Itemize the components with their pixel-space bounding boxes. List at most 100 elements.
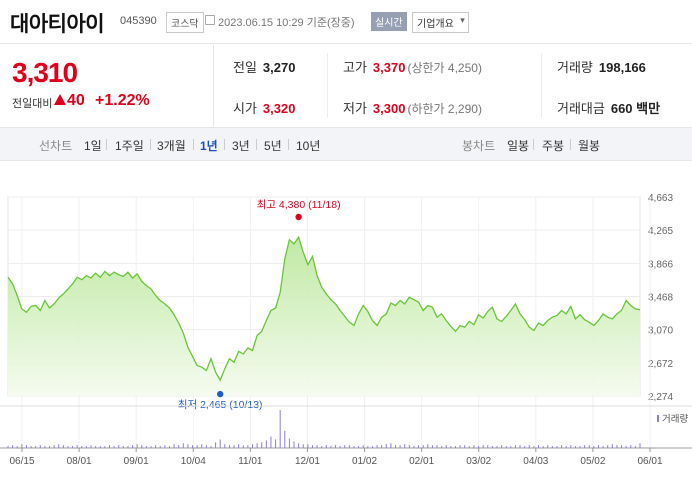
volume-bar (510, 446, 512, 448)
volume-bar (616, 445, 618, 448)
stat-high: 고가 3,370 (상한가 4,250) (343, 60, 482, 75)
divider (570, 139, 571, 150)
volume-bar (556, 446, 558, 448)
volume-bar (219, 439, 221, 448)
tab-3month[interactable]: 3개월 (157, 139, 186, 153)
volume-bar (542, 446, 544, 448)
volume-bar (445, 445, 447, 448)
tab-10year[interactable]: 10년 (296, 139, 321, 153)
volume-bar (362, 445, 364, 448)
volume-bar (155, 445, 157, 448)
volume-bar (21, 444, 23, 448)
volume-bar (173, 444, 175, 448)
high-annotation: 최고 4,380 (11/18) (257, 199, 341, 211)
stock-name: 대아티아이 (10, 13, 105, 36)
volume-bar (132, 445, 134, 448)
volume-bar (108, 445, 110, 448)
volume-bar (487, 445, 489, 448)
stat-amount: 거래대금 660 백만 (557, 101, 661, 116)
stat-open: 시가 3,320 (233, 101, 296, 116)
volume-bar (192, 445, 194, 448)
volume-bar (275, 439, 277, 448)
company-info-dropdown[interactable]: 기업개요 ▾ (412, 12, 469, 33)
volume-bar (215, 442, 217, 448)
volume-bar (395, 445, 397, 448)
volume-bar (30, 446, 32, 448)
change-percent: +1.22% (95, 92, 150, 109)
volume-bar (574, 446, 576, 448)
divider (193, 139, 194, 150)
stat-low: 저가 3,300 (하한가 2,290) (343, 101, 482, 116)
volume-bar (371, 446, 373, 448)
tab-1year[interactable]: 1년 (200, 139, 218, 153)
candle-chart-label: 봉차트 (462, 139, 496, 153)
tab-daily-candle[interactable]: 일봉 (507, 139, 530, 153)
realtime-button[interactable]: 실시간 (371, 12, 407, 31)
volume-bar (611, 444, 613, 448)
volume-bar (127, 446, 129, 448)
x-tick-label: 04/03 (523, 456, 548, 467)
y-tick-label: 3,468 (648, 293, 673, 304)
volume-bar (588, 445, 590, 448)
volume-bar (298, 443, 300, 448)
volume-bar (316, 445, 318, 448)
tab-5year[interactable]: 5년 (264, 139, 282, 153)
volume-bar (113, 446, 115, 448)
x-tick-label: 02/01 (409, 456, 434, 467)
volume-bar (597, 445, 599, 448)
volume-bar (321, 446, 323, 448)
volume-bar (330, 446, 332, 448)
x-tick-label: 03/02 (466, 456, 491, 467)
price-chart[interactable]: 4,663 4,265 3,866 3,468 3,070 2,672 2,274 06/15… (0, 161, 692, 484)
tab-1day[interactable]: 1일 (84, 139, 102, 153)
volume-bar (201, 444, 203, 448)
x-tick-label: 10/04 (181, 456, 206, 467)
volume-bar (478, 446, 480, 448)
x-tick-label: 06/01 (637, 456, 662, 467)
change-amount: 40 (67, 92, 85, 109)
tab-weekly-candle[interactable]: 주봉 (542, 139, 565, 153)
divider (327, 53, 328, 118)
volume-bar (427, 444, 429, 448)
volume-bar (122, 446, 124, 448)
stat-volume: 거래량 198,166 (557, 60, 646, 75)
current-price: 3,310 (12, 57, 78, 88)
divider (106, 139, 107, 150)
volume-bar (505, 446, 507, 448)
tab-monthly-candle[interactable]: 월봉 (578, 139, 601, 153)
tab-1week[interactable]: 1주일 (115, 139, 144, 153)
volume-bar (168, 446, 170, 448)
y-tick-label: 3,866 (648, 259, 673, 270)
volume-bar (118, 445, 120, 448)
volume-bar (565, 446, 567, 448)
chart-period-tabs: 선차트 1일 1주일 3개월 1년 3년 5년 10년 봉차트 일봉 주봉 월봉 (0, 127, 692, 161)
volume-bar (524, 446, 526, 448)
volume-bar (205, 445, 207, 448)
volume-legend-icon (657, 415, 659, 422)
volume-bar (441, 446, 443, 448)
datetime-value: 2023.06.15 10:29 (218, 17, 304, 29)
volume-bar (413, 446, 415, 448)
volume-bar (602, 446, 604, 448)
volume-bar (501, 445, 503, 448)
volume-bar (353, 446, 355, 448)
divider (288, 139, 289, 150)
high-marker (295, 213, 302, 221)
volume-bar (404, 444, 406, 448)
volume-bar (145, 446, 147, 448)
tab-3year[interactable]: 3년 (232, 139, 250, 153)
volume-bar (136, 444, 138, 448)
volume-bar (547, 445, 549, 448)
volume-bar (141, 445, 143, 448)
volume-bar (99, 446, 101, 448)
volume-bar (210, 446, 212, 448)
volume-bar (307, 444, 309, 448)
y-tick-label: 2,672 (648, 359, 673, 370)
volume-bar (538, 445, 540, 448)
company-info-label: 기업개요 (417, 19, 454, 30)
volume-bar (7, 446, 9, 448)
volume-bar (196, 445, 198, 448)
volume-bar (450, 446, 452, 448)
volume-bar (104, 446, 106, 448)
divider (150, 139, 151, 150)
